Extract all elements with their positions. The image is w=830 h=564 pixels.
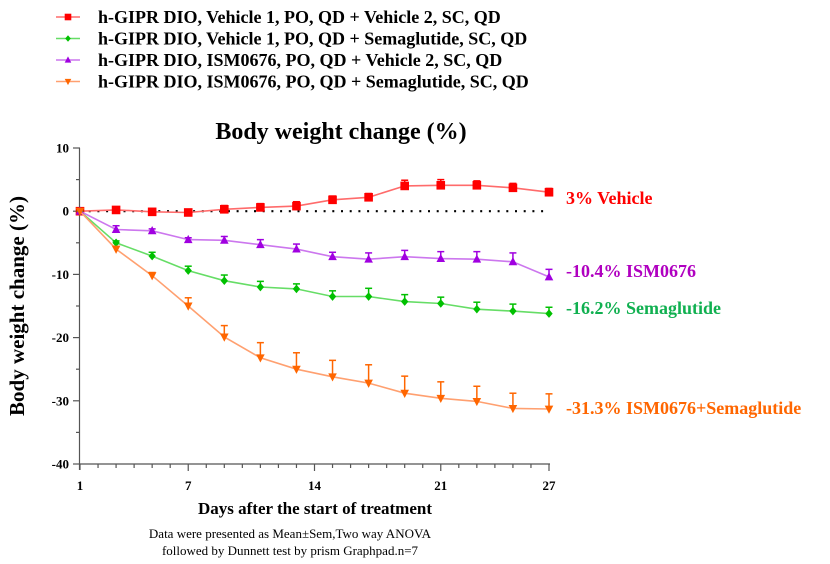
data-point <box>220 205 229 214</box>
data-point <box>220 235 229 244</box>
x-tick-label: 1 <box>77 478 84 493</box>
legend-marker <box>64 13 72 21</box>
data-point <box>256 203 265 212</box>
x-axis-label: Days after the start of treatment <box>198 499 432 518</box>
data-point <box>111 245 121 254</box>
legend-item: h-GIPR DIO, ISM0676, PO, QD + Semaglutid… <box>56 72 529 92</box>
series-3 <box>75 206 554 281</box>
y-tick-label: -40 <box>52 457 69 472</box>
data-point <box>256 282 265 292</box>
axes: 10 0 -10 -20 -30 -40 1 7 14 21 27 <box>52 141 556 494</box>
series-line <box>79 184 550 214</box>
note-line-2: followed by Dunnett test by prism Graphp… <box>162 543 419 558</box>
data-point <box>436 180 446 190</box>
data-point <box>111 205 121 215</box>
x-tick-label: 14 <box>308 478 322 493</box>
data-point <box>328 373 337 382</box>
series-line <box>79 210 550 410</box>
data-point <box>292 365 301 374</box>
end-label: -31.3% ISM0676+Semaglutide <box>566 398 801 418</box>
note-line-1: Data were presented as Mean±Sem,Two way … <box>149 526 432 541</box>
data-point <box>256 239 265 249</box>
data-point <box>256 354 265 363</box>
end-label: 3% Vehicle <box>566 188 653 208</box>
data-point <box>508 183 518 193</box>
legend-marker <box>65 35 71 42</box>
data-point <box>509 306 517 316</box>
series-group <box>75 178 554 414</box>
data-point <box>147 207 157 217</box>
end-label: -16.2% Semaglutide <box>566 298 721 318</box>
data-point <box>508 404 518 414</box>
data-point <box>472 254 482 263</box>
data-point <box>364 292 373 301</box>
legend-item: h-GIPR DIO, ISM0676, PO, QD + Vehicle 2,… <box>56 50 502 70</box>
data-point <box>183 234 193 244</box>
data-point <box>147 272 157 281</box>
legend-label: h-GIPR DIO, Vehicle 1, PO, QD + Vehicle … <box>98 7 501 27</box>
data-point <box>473 304 481 314</box>
data-point <box>220 276 228 286</box>
y-tick-label: -10 <box>52 267 69 282</box>
legend-label: h-GIPR DIO, ISM0676, PO, QD + Semaglutid… <box>98 72 529 92</box>
data-point <box>437 299 445 308</box>
data-point <box>544 187 554 197</box>
data-point <box>364 192 373 202</box>
x-tick-label: 7 <box>185 478 192 493</box>
x-tick-label: 21 <box>434 478 447 493</box>
data-point <box>472 397 482 407</box>
data-point <box>328 292 337 301</box>
data-point <box>184 266 192 275</box>
data-point <box>401 297 409 306</box>
series-1 <box>75 178 554 217</box>
legend-item: h-GIPR DIO, Vehicle 1, PO, QD + Semaglut… <box>56 29 527 49</box>
data-point <box>292 284 301 294</box>
data-point <box>328 251 337 261</box>
series-line <box>79 210 550 315</box>
x-tick-label: 27 <box>543 478 557 493</box>
data-point <box>148 251 156 261</box>
legend-marker <box>64 78 72 86</box>
series-4 <box>75 207 554 414</box>
data-point <box>220 333 229 342</box>
data-point <box>364 254 373 263</box>
data-point <box>472 180 482 190</box>
data-point <box>545 309 553 318</box>
legend: h-GIPR DIO, Vehicle 1, PO, QD + Vehicle … <box>56 7 529 92</box>
y-tick-label: 0 <box>63 204 70 219</box>
data-point <box>400 389 409 398</box>
data-point <box>544 272 554 281</box>
data-point <box>183 302 193 311</box>
series-2 <box>76 206 553 318</box>
end-label: -10.4% ISM0676 <box>566 261 696 281</box>
end-labels: 3% Vehicle -16.2% Semaglutide -10.4% ISM06… <box>566 188 801 418</box>
chart-title: Body weight change (%) <box>215 119 466 145</box>
data-point <box>147 226 157 235</box>
data-point <box>183 208 193 217</box>
legend-label: h-GIPR DIO, Vehicle 1, PO, QD + Semaglut… <box>98 29 527 49</box>
data-point <box>111 224 121 233</box>
y-tick-label: -30 <box>52 393 69 408</box>
y-tick-label: 10 <box>56 141 69 156</box>
data-point <box>436 394 446 404</box>
data-point <box>400 181 409 191</box>
y-axis-label: Body weight change (%) <box>5 196 29 416</box>
data-point <box>292 201 301 211</box>
data-point <box>400 251 409 261</box>
data-point <box>328 195 337 205</box>
data-point <box>75 207 85 216</box>
legend-label: h-GIPR DIO, ISM0676, PO, QD + Vehicle 2,… <box>98 50 502 70</box>
data-point <box>364 379 373 388</box>
legend-item: h-GIPR DIO, Vehicle 1, PO, QD + Vehicle … <box>56 7 501 27</box>
data-point <box>508 257 518 266</box>
data-point <box>112 238 120 248</box>
series-line <box>79 210 550 278</box>
data-point <box>544 405 554 414</box>
legend-marker <box>64 56 72 63</box>
data-point <box>292 244 301 253</box>
data-point <box>436 253 446 263</box>
y-tick-label: -20 <box>52 330 69 345</box>
